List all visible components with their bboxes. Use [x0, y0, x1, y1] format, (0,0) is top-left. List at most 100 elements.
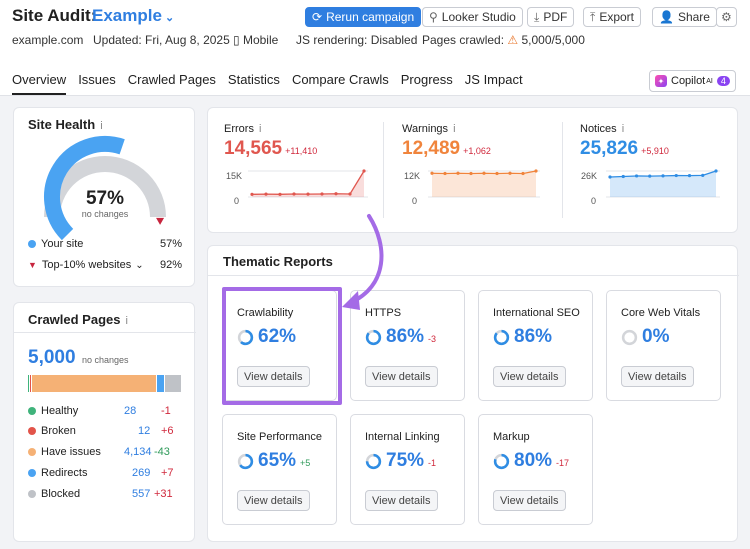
view-details-button[interactable]: View details: [621, 366, 694, 387]
tab-compare-crawls[interactable]: Compare Crawls: [291, 72, 389, 87]
pages-crawled-value: 5,000/5,000: [521, 33, 585, 47]
report-card-internal-linking[interactable]: Internal Linking 75% -1 View details: [350, 414, 465, 525]
report-card-https[interactable]: HTTPS 86% -3 View details: [350, 290, 465, 401]
sparkline-point: [292, 192, 296, 196]
bar-segment-healthy[interactable]: [28, 375, 30, 392]
export-button[interactable]: ⤒ Export: [583, 7, 641, 27]
view-details-button[interactable]: View details: [365, 366, 438, 387]
broken-dot: [28, 427, 36, 435]
row-change: +6: [161, 425, 174, 437]
errors-label: Errors: [224, 123, 254, 135]
crawled-pages-title-text: Crawled Pages: [28, 312, 121, 327]
view-details-button[interactable]: View details: [365, 490, 438, 511]
project-selector[interactable]: Example ⌄: [92, 6, 174, 26]
warnings-value: 12,489: [402, 138, 461, 159]
chevron-down-icon: ⌄: [164, 12, 175, 24]
notices-metric[interactable]: Notices i 25,826 +5,910: [580, 123, 669, 160]
sparkline-point: [634, 174, 639, 178]
ring-fill: [365, 329, 382, 345]
sparkline-point: [687, 174, 692, 178]
report-name: International SEO: [493, 307, 580, 319]
refresh-icon: ⟳: [312, 10, 323, 24]
view-details-button[interactable]: View details: [493, 490, 566, 511]
sparkline-point: [674, 173, 678, 178]
row-count[interactable]: 28: [124, 405, 137, 417]
ring-track: [621, 329, 638, 345]
settings-button[interactable]: ⚙: [716, 7, 737, 27]
crawled-row-healthy[interactable]: Healthy 28 -1: [28, 405, 188, 417]
bar-segment-have-issues[interactable]: [32, 375, 158, 392]
crawled-total[interactable]: 5,000 no changes: [28, 347, 129, 369]
report-card-international-seo[interactable]: International SEO 86% View details: [478, 290, 593, 401]
report-card-markup[interactable]: Markup 80% -17 View details: [478, 414, 593, 525]
tab-js-impact[interactable]: JS Impact: [464, 72, 523, 87]
sparkline-point: [608, 175, 612, 179]
share-button[interactable]: 👤 Share: [652, 7, 717, 27]
top10-marker-icon: [156, 217, 165, 225]
row-change: -43: [154, 446, 170, 458]
legend-value: 92%: [159, 259, 182, 271]
row-count[interactable]: 557: [132, 488, 151, 500]
view-details-button[interactable]: View details: [237, 490, 310, 511]
notices-ymax: 26K: [581, 171, 598, 181]
report-value: 80%: [514, 450, 553, 471]
tab-crawled-pages[interactable]: Crawled Pages: [127, 72, 216, 87]
sparkline-point: [495, 171, 499, 176]
view-details-button[interactable]: View details: [493, 366, 566, 387]
site-health-sub: no changes: [81, 209, 129, 219]
bar-segment-blocked[interactable]: [165, 375, 182, 392]
crawled-row-broken[interactable]: Broken 12 +6: [28, 425, 188, 437]
bar-segment-broken[interactable]: [30, 375, 32, 392]
copilot-ai-sup: AI: [706, 77, 713, 85]
tab-statistics[interactable]: Statistics: [227, 72, 280, 87]
looker-studio-button[interactable]: ⚲ Looker Studio: [422, 7, 523, 27]
sparkline-line: [251, 170, 365, 195]
crawled-total-sub: no changes: [82, 355, 129, 365]
site-health-title: Site Health i: [28, 117, 103, 132]
row-label: Healthy: [41, 405, 79, 417]
tab-progress[interactable]: Progress: [400, 72, 453, 87]
crawled-row-blocked[interactable]: Blocked 557 +31: [28, 488, 188, 500]
legend-top10[interactable]: ▼ Top-10% websites ⌄ 92%: [28, 259, 182, 271]
thematic-reports-title: Thematic Reports: [223, 254, 333, 269]
sparkline-area: [432, 171, 536, 197]
report-card-crawlability[interactable]: Crawlability 62% View details: [222, 290, 337, 401]
report-value: 75%: [386, 450, 425, 471]
report-value: 0%: [642, 326, 670, 347]
row-change: -1: [161, 405, 171, 417]
sparkline-point: [508, 171, 512, 175]
report-card-site-performance[interactable]: Site Performance 65% +5 View details: [222, 414, 337, 525]
sparkline-point: [362, 169, 366, 173]
report-card-core-web-vitals[interactable]: Core Web Vitals 0% View details: [606, 290, 721, 401]
progress-ring-icon: [621, 329, 638, 345]
info-icon[interactable]: i: [125, 315, 128, 327]
errors-metric[interactable]: Errors i 14,565 +11,410: [224, 123, 317, 160]
sparkline-point: [534, 169, 538, 173]
pdf-button[interactable]: ⤓ PDF: [527, 7, 575, 27]
copilot-button[interactable]: ✦ Copilot AI 4: [649, 70, 736, 92]
info-icon[interactable]: i: [100, 120, 103, 132]
tab-issues[interactable]: Issues: [78, 72, 116, 87]
row-count[interactable]: 12: [138, 425, 151, 437]
sparkline-point: [701, 173, 705, 177]
rerun-campaign-button[interactable]: ⟳ Rerun campaign: [305, 7, 422, 27]
report-score: 75% -1: [365, 450, 436, 472]
add-user-icon: 👤: [659, 10, 674, 24]
notices-sparkline: [606, 169, 720, 198]
crawled-row-redirects[interactable]: Redirects 269 +7: [28, 467, 188, 479]
row-label: Broken: [41, 425, 76, 437]
row-count[interactable]: 4,134: [124, 446, 152, 458]
row-count[interactable]: 269: [132, 467, 151, 479]
crawled-pages-title: Crawled Pages i: [28, 312, 128, 327]
sparkline-point: [469, 171, 473, 176]
tab-overview[interactable]: Overview: [12, 72, 67, 95]
looker-icon: ⚲: [429, 10, 438, 24]
legend-your-site: Your site 57%: [28, 238, 182, 250]
report-value: 62%: [258, 326, 297, 347]
view-details-button[interactable]: View details: [237, 366, 310, 387]
crawled-row-have-issues[interactable]: Have issues 4,134 -43: [28, 446, 188, 458]
sparkline-point: [278, 192, 282, 196]
crawled-total-value: 5,000: [28, 347, 76, 368]
warnings-metric[interactable]: Warnings i 12,489 +1,062: [402, 123, 491, 160]
bar-segment-redirects[interactable]: [157, 375, 166, 392]
